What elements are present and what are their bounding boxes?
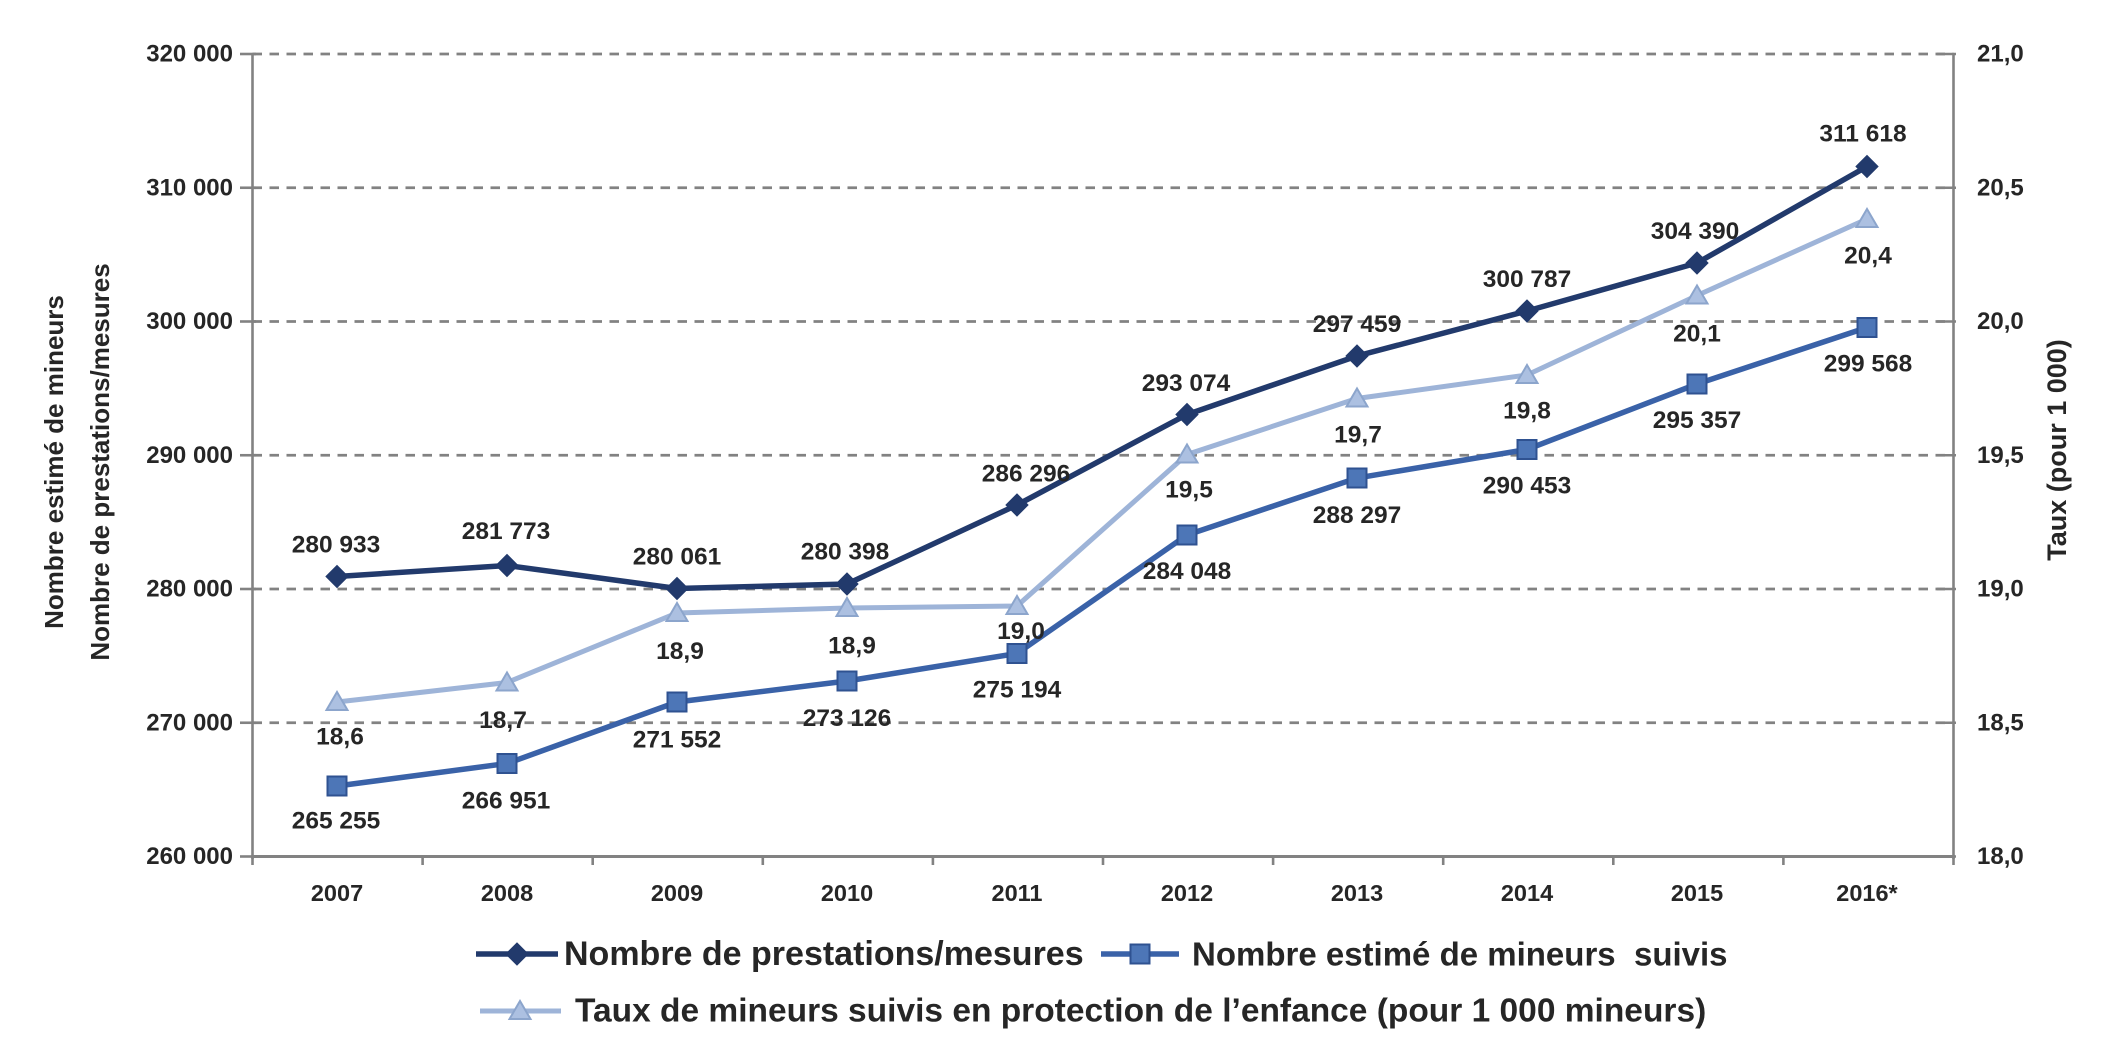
svg-text:Nombre de prestations/mesures: Nombre de prestations/mesures	[564, 935, 1084, 973]
svg-text:19,5: 19,5	[1165, 477, 1213, 504]
svg-text:288 297: 288 297	[1313, 502, 1402, 529]
svg-text:300 000: 300 000	[146, 308, 233, 335]
svg-text:2015: 2015	[1671, 880, 1723, 906]
svg-text:290 000: 290 000	[146, 442, 233, 469]
svg-text:2007: 2007	[311, 880, 363, 906]
svg-text:Taux de mineurs suivis en prot: Taux de mineurs suivis en protection de …	[575, 993, 1706, 1030]
svg-text:2008: 2008	[481, 880, 533, 906]
svg-text:284 048: 284 048	[1143, 558, 1232, 585]
svg-text:18,7: 18,7	[479, 707, 527, 734]
svg-text:19,7: 19,7	[1334, 422, 1382, 449]
svg-text:20,5: 20,5	[1977, 174, 2024, 201]
svg-text:20,1: 20,1	[1673, 321, 1721, 348]
svg-text:320 000: 320 000	[146, 41, 233, 68]
svg-text:280 061: 280 061	[633, 544, 722, 571]
svg-text:300 787: 300 787	[1483, 266, 1572, 293]
svg-text:Nombre de prestations/mesures: Nombre de prestations/mesures	[85, 263, 115, 660]
svg-text:2011: 2011	[992, 880, 1043, 906]
svg-text:280 933: 280 933	[292, 532, 381, 559]
svg-text:299 568: 299 568	[1824, 351, 1913, 378]
svg-text:19,8: 19,8	[1503, 398, 1551, 425]
svg-text:275 194: 275 194	[973, 677, 1062, 704]
svg-text:293 074: 293 074	[1142, 370, 1231, 397]
svg-text:290 453: 290 453	[1483, 473, 1572, 500]
svg-text:18,0: 18,0	[1977, 843, 2024, 870]
svg-text:18,9: 18,9	[828, 633, 876, 660]
svg-text:310 000: 310 000	[146, 174, 233, 201]
svg-text:297 459: 297 459	[1313, 311, 1402, 338]
svg-text:311 618: 311 618	[1819, 121, 1906, 148]
svg-text:Taux (pour 1 000): Taux (pour 1 000)	[2042, 339, 2072, 561]
svg-text:286 296: 286 296	[982, 461, 1071, 488]
svg-text:21,0: 21,0	[1977, 41, 2024, 68]
svg-text:18,5: 18,5	[1977, 709, 2024, 736]
svg-text:18,9: 18,9	[656, 638, 704, 665]
svg-text:19,0: 19,0	[1977, 576, 2024, 603]
svg-text:2009: 2009	[651, 880, 703, 906]
svg-text:2014: 2014	[1501, 880, 1553, 906]
svg-text:2013: 2013	[1331, 880, 1383, 906]
svg-text:20,0: 20,0	[1977, 308, 2024, 335]
svg-text:265 255: 265 255	[292, 808, 381, 835]
svg-text:Nombre estimé de mineurs suiv: Nombre estimé de mineurs suivis	[1192, 936, 1728, 973]
svg-text:2016*: 2016*	[1836, 880, 1898, 906]
svg-text:19,0: 19,0	[997, 618, 1045, 645]
svg-text:273 126: 273 126	[803, 705, 892, 732]
svg-text:295 357: 295 357	[1653, 407, 1742, 434]
svg-text:304 390: 304 390	[1651, 218, 1740, 245]
svg-text:281 773: 281 773	[462, 518, 551, 545]
svg-text:20,4: 20,4	[1844, 243, 1892, 270]
svg-text:2012: 2012	[1161, 880, 1213, 906]
svg-text:Nombre estimé de mineurs: Nombre estimé de mineurs	[39, 295, 69, 629]
svg-text:271 552: 271 552	[633, 727, 722, 754]
svg-text:260 000: 260 000	[146, 843, 233, 870]
svg-text:280 398: 280 398	[801, 539, 890, 566]
svg-text:266 951: 266 951	[462, 788, 551, 815]
svg-text:280 000: 280 000	[146, 576, 233, 603]
svg-text:270 000: 270 000	[146, 709, 233, 736]
svg-text:19,5: 19,5	[1977, 442, 2024, 469]
svg-text:18,6: 18,6	[316, 724, 364, 751]
svg-text:2010: 2010	[821, 880, 873, 906]
